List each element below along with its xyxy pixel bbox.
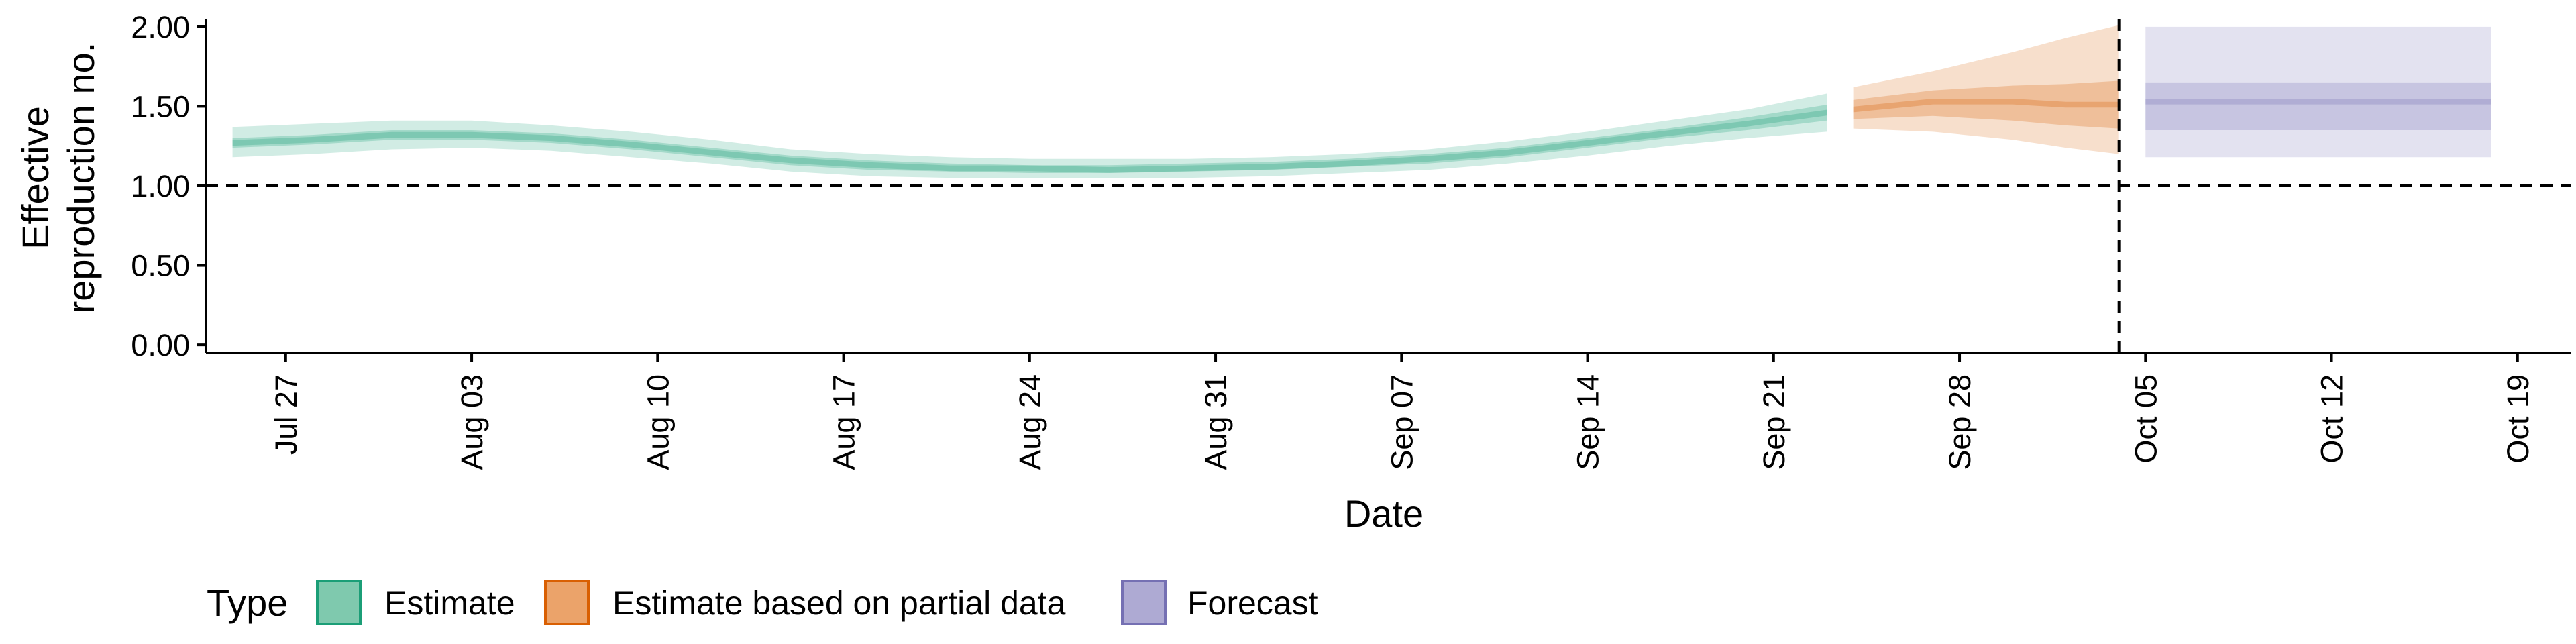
x-tick-label: Oct 19 bbox=[2501, 374, 2535, 464]
band-median-estimate bbox=[232, 109, 1827, 173]
x-tick-label: Aug 10 bbox=[641, 374, 675, 470]
legend-swatch-partial-data bbox=[544, 580, 590, 625]
legend-title: Type bbox=[207, 582, 288, 624]
reference-lines bbox=[206, 19, 2571, 353]
x-tick-label: Aug 17 bbox=[827, 374, 861, 470]
series-estimate-based-on-partial-data bbox=[1853, 25, 2119, 154]
band-outer-estimate-based-on-partial-data bbox=[1853, 25, 2119, 154]
axes: 0.00 0.50 1.00 1.50 2.00 Jul 27 Aug 03 Aug 10 A… bbox=[131, 10, 2571, 470]
x-tick-label: Oct 12 bbox=[2315, 374, 2349, 464]
band-outer-forecast bbox=[2145, 26, 2491, 158]
legend-key-estimate: Estimate bbox=[316, 580, 515, 625]
band-inner-forecast bbox=[2145, 82, 2491, 130]
legend-label-forecast: Forecast bbox=[1187, 584, 1318, 622]
x-tick-label: Aug 24 bbox=[1013, 374, 1047, 470]
x-tick-label: Aug 03 bbox=[455, 374, 489, 470]
x-tick-label: Sep 14 bbox=[1571, 374, 1605, 470]
x-axis-title: Date bbox=[1344, 492, 1424, 535]
y-axis-title-line-1: Effective bbox=[14, 106, 56, 250]
band-median-estimate-based-on-partial-data bbox=[1853, 99, 2119, 113]
band-median-forecast bbox=[2145, 99, 2491, 105]
legend-label-estimate: Estimate bbox=[384, 584, 515, 622]
y-tick-label: 1.50 bbox=[131, 89, 190, 123]
y-tick-label: 2.00 bbox=[131, 10, 190, 44]
y-tick-label: 0.00 bbox=[131, 328, 190, 362]
legend-label-partial-data: Estimate based on partial data bbox=[612, 584, 1066, 622]
band-outer-estimate bbox=[232, 93, 1827, 178]
x-tick-label: Oct 05 bbox=[2129, 374, 2163, 464]
x-tick-label: Sep 07 bbox=[1385, 374, 1419, 470]
band-inner-estimate-based-on-partial-data bbox=[1853, 80, 2119, 129]
y-tick-label: 0.50 bbox=[131, 249, 190, 283]
legend-swatch-estimate bbox=[316, 580, 362, 625]
x-tick-label: Aug 31 bbox=[1199, 374, 1233, 470]
uncertainty-bands bbox=[232, 25, 2491, 178]
series-estimate bbox=[232, 93, 1827, 178]
x-tick-label: Sep 21 bbox=[1757, 374, 1791, 470]
band-inner-estimate bbox=[232, 105, 1827, 173]
legend-key-forecast: Forecast bbox=[1121, 580, 1318, 625]
series-forecast bbox=[2145, 26, 2491, 158]
x-tick-label: Sep 28 bbox=[1943, 374, 1977, 470]
legend-swatch-forecast bbox=[1121, 580, 1167, 625]
legend: Type Estimate Estimate based on partial … bbox=[207, 580, 1318, 625]
x-axis-ticks: Jul 27 Aug 03 Aug 10 Aug 17 Aug 24 Aug 31 Sep … bbox=[269, 353, 2535, 470]
legend-key-partial: Estimate based on partial data bbox=[544, 580, 1066, 625]
y-tick-label: 1.00 bbox=[131, 169, 190, 203]
y-axis-title-line-2: reproduction no. bbox=[60, 42, 102, 314]
y-axis-ticks: 0.00 0.50 1.00 1.50 2.00 bbox=[131, 10, 206, 362]
x-tick-label: Jul 27 bbox=[269, 374, 303, 455]
y-axis-title: Effective reproduction no. bbox=[14, 42, 102, 314]
